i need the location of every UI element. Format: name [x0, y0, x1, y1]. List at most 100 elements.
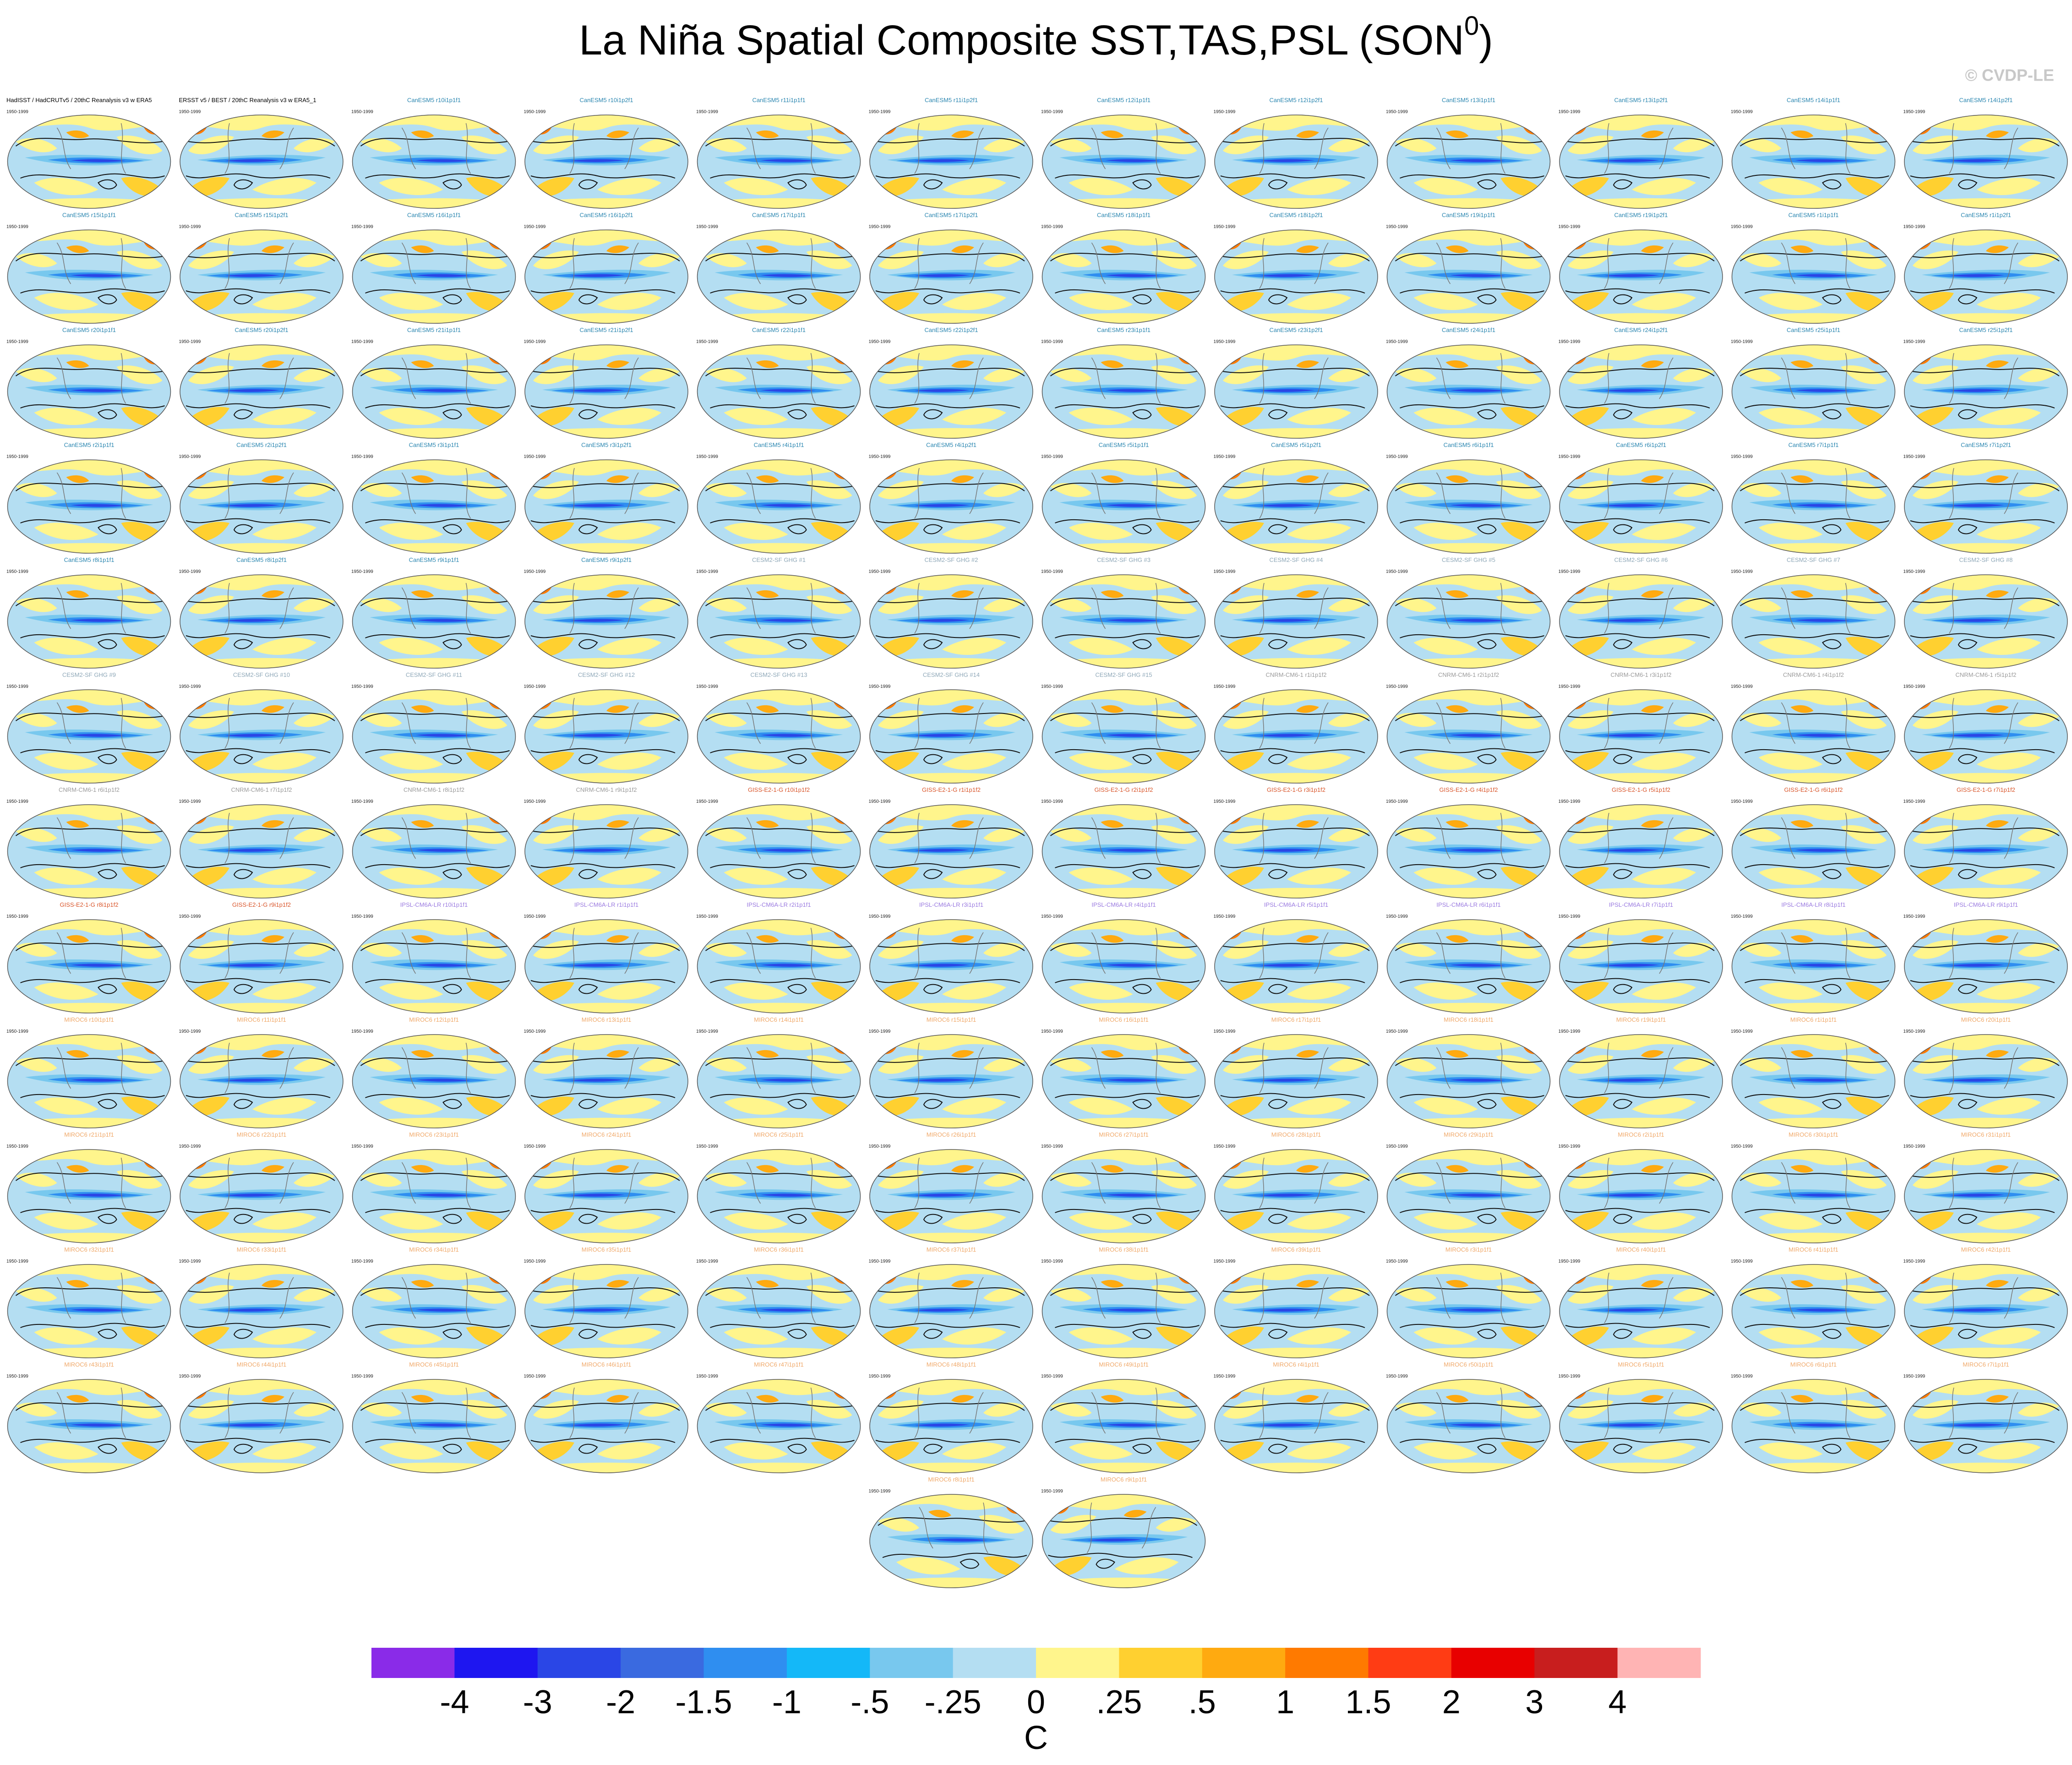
- map: [869, 1034, 1034, 1129]
- map: [1386, 1034, 1551, 1129]
- map: [869, 1493, 1034, 1589]
- panel-title: CanESM5 r14i1p1f1: [1787, 97, 1840, 104]
- panel-period: 1950-1999: [179, 1144, 201, 1149]
- panel: GISS-E2-1-G r3i1p1f2 1950-1999: [1213, 786, 1379, 899]
- panel-period: 1950-1999: [1214, 339, 1236, 344]
- map: [1559, 1149, 1723, 1244]
- panel-period: 1950-1999: [179, 569, 201, 574]
- map: [352, 344, 517, 439]
- panel-period: 1950-1999: [1386, 569, 1408, 574]
- colorbar: -4 -3 -2 -1.5 -1 -.5 -.25 0 .25 .5 1 1.5 2 3 4 C: [371, 1648, 1701, 1756]
- panel: MIROC6 r47i1p1f1 1950-1999: [696, 1361, 862, 1474]
- map: [1386, 1378, 1551, 1474]
- map: [1041, 574, 1206, 669]
- panel-title: CanESM5 r2i1p2f1: [236, 441, 287, 448]
- panel-period: 1950-1999: [179, 799, 201, 804]
- panel: MIROC6 r2i1p1f1 1950-1999: [1558, 1131, 1724, 1244]
- map: [7, 1264, 172, 1359]
- panel-title: MIROC6 r29i1p1f1: [1444, 1131, 1493, 1138]
- panel-title: MIROC6 r21i1p1f1: [64, 1131, 114, 1138]
- panel-title: MIROC6 r33i1p1f1: [237, 1246, 286, 1253]
- panel-period: 1950-1999: [6, 454, 28, 459]
- panel: CanESM5 r8i1p2f1 1950-1999: [179, 556, 344, 669]
- map: [352, 919, 517, 1014]
- panel-title: CanESM5 r23i1p2f1: [1269, 327, 1323, 333]
- panel-title: MIROC6 r16i1p1f1: [1099, 1016, 1148, 1023]
- map: [1903, 1149, 2068, 1244]
- panel: CanESM5 r21i1p1f1 1950-1999: [351, 327, 517, 439]
- panel-title: MIROC6 r9i1p1f1: [1101, 1476, 1147, 1483]
- map: [1214, 1034, 1379, 1129]
- panel-period: 1950-1999: [1214, 109, 1236, 114]
- map: [1903, 114, 2068, 209]
- panel: CanESM5 r8i1p1f1 1950-1999: [6, 556, 172, 669]
- panel-title: MIROC6 r1i1p1f1: [1790, 1016, 1837, 1023]
- map: [1731, 689, 1896, 784]
- panel-period: 1950-1999: [524, 1374, 546, 1379]
- panel: CanESM5 r15i1p1f1 1950-1999: [6, 212, 172, 324]
- panel-period: 1950-1999: [524, 684, 546, 689]
- panel-period: 1950-1999: [1214, 569, 1236, 574]
- panel-title: CanESM5 r10i1p1f1: [407, 97, 461, 104]
- panel: MIROC6 r24i1p1f1 1950-1999: [523, 1131, 689, 1244]
- panel-title: IPSL-CM6A-LR r7i1p1f1: [1609, 901, 1673, 908]
- panel-title: CanESM5 r11i1p1f1: [752, 97, 805, 104]
- panel-period: 1950-1999: [179, 1029, 201, 1034]
- map: [697, 1034, 862, 1129]
- panel: CanESM5 r18i1p1f1 1950-1999: [1041, 212, 1206, 324]
- panel-period: 1950-1999: [1903, 339, 1925, 344]
- panel: CanESM5 r2i1p1f1 1950-1999: [6, 441, 172, 554]
- panel-period: 1950-1999: [869, 1374, 891, 1379]
- panel-title: CanESM5 r18i1p2f1: [1269, 212, 1323, 218]
- panel-period: 1950-1999: [179, 109, 201, 114]
- panel: CanESM5 r14i1p2f1 1950-1999: [1903, 97, 2069, 209]
- panel-period: 1950-1999: [1903, 569, 1925, 574]
- panel-period: 1950-1999: [1903, 109, 1925, 114]
- map: [179, 459, 344, 554]
- panel-title: CNRM-CM6-1 r3i1p1f2: [1611, 671, 1672, 678]
- panel: MIROC6 r13i1p1f1 1950-1999: [523, 1016, 689, 1129]
- map: [352, 1149, 517, 1244]
- panel-period: 1950-1999: [1041, 914, 1063, 919]
- map: [179, 804, 344, 899]
- panel-period: 1950-1999: [869, 454, 891, 459]
- colorbar-box: [1285, 1648, 1369, 1678]
- map: [1386, 919, 1551, 1014]
- panel-period: 1950-1999: [351, 684, 373, 689]
- panel: MIROC6 r50i1p1f1 1950-1999: [1386, 1361, 1551, 1474]
- panel-period: 1950-1999: [351, 569, 373, 574]
- panel-period: 1950-1999: [179, 454, 201, 459]
- panel-title: GISS-E2-1-G r5i1p1f2: [1612, 786, 1670, 793]
- panel-period: 1950-1999: [6, 1029, 28, 1034]
- panel: MIROC6 r31i1p1f1 1950-1999: [1903, 1131, 2069, 1244]
- panel-title: ERSST v5 / BEST / 20thC Reanalysis v3 w …: [179, 97, 316, 104]
- panel: CanESM5 r4i1p2f1 1950-1999: [868, 441, 1034, 554]
- panel-title: CanESM5 r18i1p1f1: [1097, 212, 1151, 218]
- panel-period: 1950-1999: [1731, 914, 1753, 919]
- panel: MIROC6 r1i1p1f1 1950-1999: [1731, 1016, 1896, 1129]
- colorbar-label: 1.5: [1345, 1684, 1391, 1721]
- map: [1731, 804, 1896, 899]
- map: [1559, 229, 1723, 324]
- panel-title: CanESM5 r14i1p2f1: [1959, 97, 2012, 104]
- panel-title: CanESM5 r20i1p1f1: [62, 327, 116, 333]
- panel-title: MIROC6 r35i1p1f1: [582, 1246, 631, 1253]
- panel-period: 1950-1999: [1559, 109, 1581, 114]
- panel: CanESM5 r22i1p1f1 1950-1999: [696, 327, 862, 439]
- panel-title: CESM2-SF GHG #8: [1959, 556, 2012, 563]
- panel: CESM2-SF GHG #5 1950-1999: [1386, 556, 1551, 669]
- panel-title: CanESM5 r19i1p2f1: [1614, 212, 1668, 218]
- panel-title: CanESM5 r22i1p1f1: [752, 327, 806, 333]
- map: [1903, 1378, 2068, 1474]
- panel-title: CESM2-SF GHG #4: [1269, 556, 1323, 563]
- panel-title: CNRM-CM6-1 r5i1p1f2: [1956, 671, 2017, 678]
- panel-title: MIROC6 r17i1p1f1: [1271, 1016, 1321, 1023]
- panel-period: 1950-1999: [1386, 109, 1408, 114]
- map: [697, 574, 862, 669]
- panel-period: 1950-1999: [1041, 799, 1063, 804]
- map: [1386, 574, 1551, 669]
- map: [1214, 689, 1379, 784]
- panel: CESM2-SF GHG #2 1950-1999: [868, 556, 1034, 669]
- map: [1731, 229, 1896, 324]
